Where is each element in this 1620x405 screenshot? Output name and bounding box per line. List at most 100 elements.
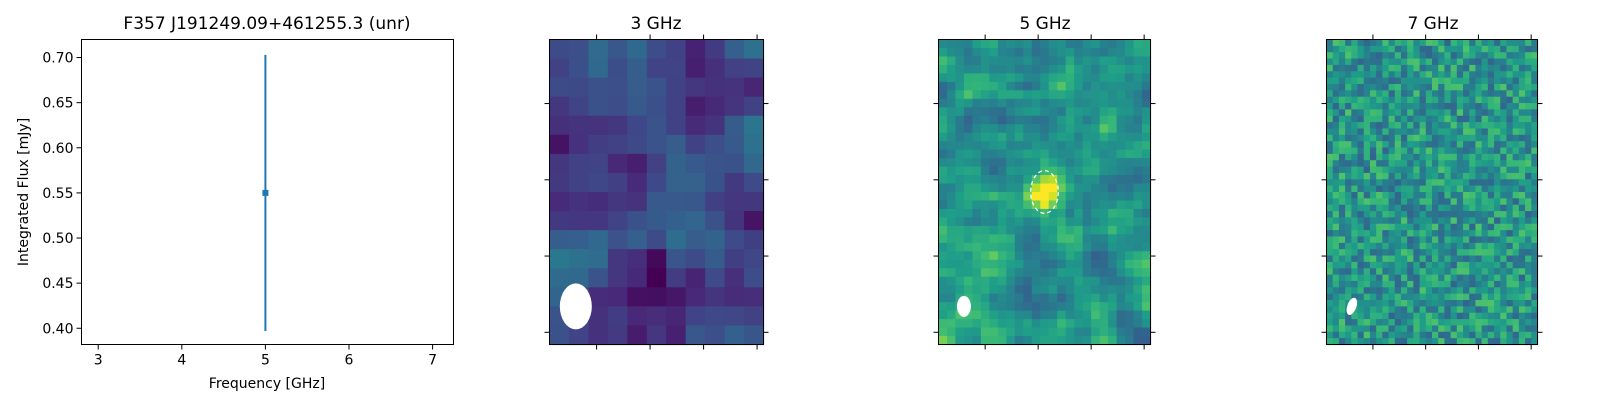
image-pixel bbox=[1518, 211, 1526, 219]
image-pixel bbox=[963, 285, 974, 295]
image-pixel bbox=[1481, 211, 1489, 219]
image-pixel bbox=[1394, 153, 1402, 161]
image-pixel bbox=[1463, 192, 1470, 199]
image-pixel bbox=[1512, 77, 1520, 85]
image-pixel bbox=[1494, 45, 1501, 53]
image-pixel bbox=[666, 153, 687, 174]
image-pixel bbox=[646, 287, 667, 307]
image-pixel bbox=[568, 134, 590, 155]
image-pixel bbox=[1518, 172, 1526, 180]
image-pixel bbox=[1432, 236, 1439, 244]
image-pixel bbox=[1463, 96, 1470, 104]
image-pixel bbox=[1469, 90, 1477, 98]
image-pixel bbox=[1487, 90, 1495, 98]
image-pixel bbox=[666, 58, 687, 79]
image-pixel bbox=[1463, 58, 1470, 66]
image-pixel bbox=[1475, 261, 1483, 269]
image-pixel bbox=[1469, 109, 1477, 117]
image-pixel bbox=[963, 158, 974, 168]
image-pixel bbox=[1494, 236, 1501, 244]
image-pixel bbox=[646, 192, 667, 212]
image-pixel bbox=[1357, 45, 1365, 53]
image-pixel bbox=[1014, 302, 1024, 312]
image-pixel bbox=[1531, 45, 1539, 53]
image-pixel bbox=[1108, 192, 1118, 202]
image-pixel bbox=[1048, 56, 1058, 66]
image-pixel bbox=[1363, 204, 1371, 212]
image-pixel bbox=[1326, 261, 1334, 269]
image-pixel bbox=[1376, 255, 1383, 263]
image-pixel bbox=[963, 276, 974, 286]
image-pixel bbox=[1023, 56, 1033, 66]
image-pixel bbox=[724, 115, 745, 136]
image-pixel bbox=[1048, 234, 1058, 244]
image-pixel bbox=[1326, 96, 1334, 104]
image-pixel bbox=[1394, 96, 1402, 104]
image-pixel bbox=[980, 200, 990, 210]
image-pixel bbox=[1475, 230, 1483, 238]
image-pixel bbox=[1065, 234, 1075, 244]
image-pixel bbox=[1506, 71, 1514, 79]
image-pixel bbox=[1456, 255, 1464, 263]
image-pixel bbox=[1475, 338, 1483, 346]
image-pixel bbox=[1407, 134, 1414, 142]
image-pixel bbox=[1006, 225, 1016, 235]
image-pixel bbox=[1116, 327, 1126, 337]
image-pixel bbox=[1369, 306, 1377, 314]
image-pixel bbox=[1487, 172, 1495, 180]
image-pixel bbox=[1469, 192, 1477, 199]
image-pixel bbox=[1082, 81, 1092, 91]
image-pixel bbox=[989, 251, 999, 261]
image-pixel bbox=[1326, 211, 1334, 219]
image-pixel bbox=[1125, 192, 1135, 202]
image-pixel bbox=[627, 287, 648, 307]
image-pixel bbox=[1525, 319, 1532, 327]
image-pixel bbox=[1074, 242, 1084, 252]
image-pixel bbox=[938, 259, 948, 269]
image-pixel bbox=[1469, 71, 1477, 79]
image-pixel bbox=[1125, 81, 1135, 91]
image-pixel bbox=[1382, 179, 1390, 187]
image-pixel bbox=[1048, 208, 1058, 219]
image-pixel bbox=[1382, 236, 1390, 244]
image-pixel bbox=[1518, 115, 1526, 123]
image-pixel bbox=[1494, 287, 1501, 295]
image-pixel bbox=[1512, 71, 1520, 79]
image-pixel bbox=[1525, 198, 1532, 206]
image-pixel bbox=[1438, 204, 1446, 212]
image-pixel bbox=[1525, 160, 1532, 168]
image-pixel bbox=[1014, 200, 1024, 210]
image-pixel bbox=[1116, 175, 1126, 185]
image-pixel bbox=[1506, 77, 1514, 85]
image-pixel bbox=[1351, 242, 1359, 250]
image-pixel bbox=[1481, 242, 1489, 250]
image-pixel bbox=[1506, 90, 1514, 98]
image-pixel bbox=[724, 268, 745, 288]
image-pixel bbox=[1432, 83, 1439, 91]
image-pixel bbox=[980, 208, 990, 219]
image-pixel bbox=[1376, 109, 1383, 117]
image-pixel bbox=[1369, 242, 1377, 250]
image-pixel bbox=[1065, 259, 1075, 269]
image-pixel bbox=[1413, 96, 1421, 104]
image-pixel bbox=[972, 98, 982, 108]
image-pixel bbox=[1338, 268, 1346, 276]
image-pixel bbox=[1463, 134, 1470, 142]
image-pixel bbox=[1357, 185, 1365, 193]
image-pixel bbox=[1425, 300, 1433, 307]
image-pixel bbox=[1506, 274, 1514, 282]
image-pixel bbox=[1082, 217, 1092, 227]
image-pixel bbox=[1500, 306, 1508, 314]
image-pixel bbox=[980, 47, 990, 58]
image-pixel bbox=[1382, 141, 1390, 149]
image-pixel bbox=[1006, 183, 1016, 193]
x-tick-label: 6 bbox=[345, 353, 354, 369]
image-pixel bbox=[1475, 172, 1483, 180]
image-pixel bbox=[1450, 236, 1458, 244]
image-pixel bbox=[1326, 103, 1334, 110]
image-pixel bbox=[1394, 185, 1402, 193]
image-pixel bbox=[1142, 81, 1152, 91]
image-pixel bbox=[1326, 312, 1334, 320]
image-pixel bbox=[1116, 276, 1126, 286]
image-pixel bbox=[1065, 276, 1075, 286]
